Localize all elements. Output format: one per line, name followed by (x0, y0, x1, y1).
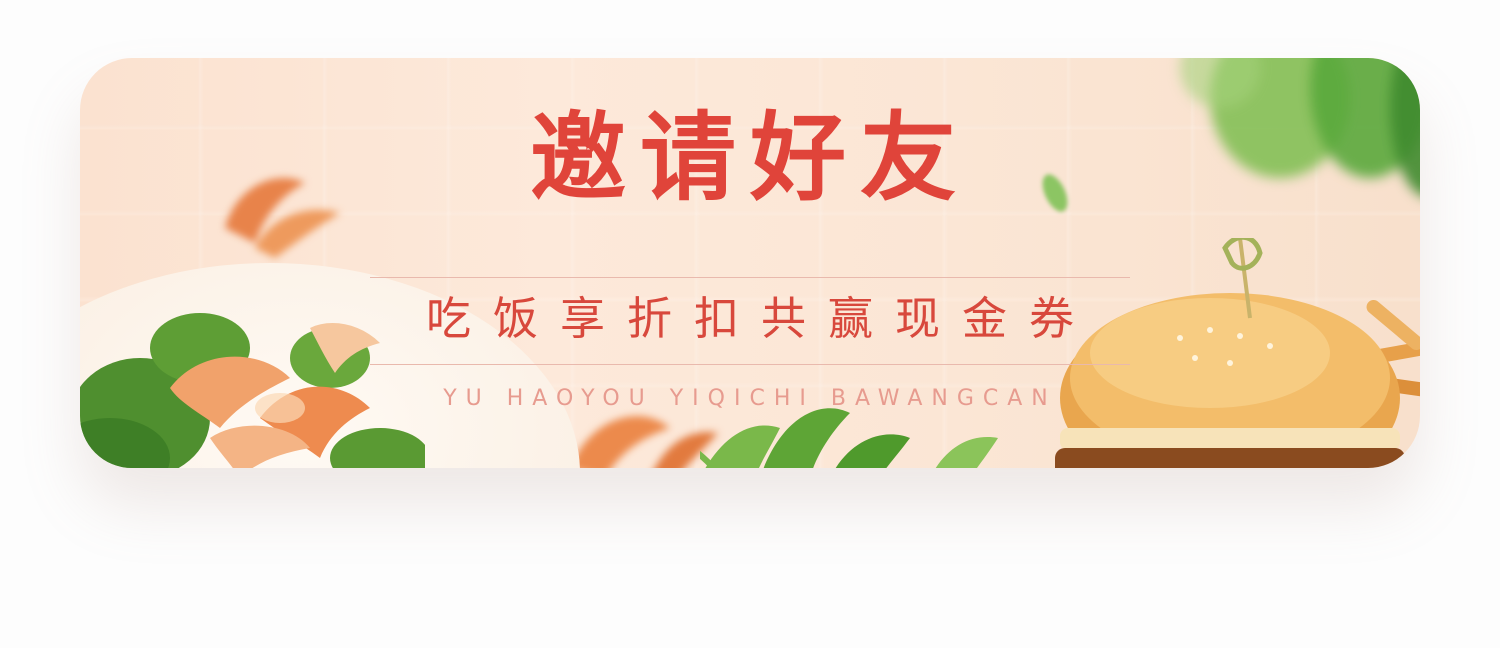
banner-pinyin: YU HAOYOU YIQICHI BAWANGCAN (443, 386, 1057, 411)
banner-subtitle: 吃饭享折扣共赢现金券 (425, 292, 1096, 345)
blurred-shrimp-bottom-image (570, 416, 718, 468)
divider-bottom (370, 364, 1130, 365)
salad-leaves-image (700, 408, 998, 468)
burger-image (1055, 238, 1420, 468)
shrimp-salad-image (80, 313, 425, 468)
blurred-shrimp-image (225, 178, 340, 258)
banner-title: 邀请好友 (530, 102, 970, 214)
blurred-greens-image (1180, 58, 1420, 196)
floating-leaf-image (1042, 174, 1068, 212)
divider-top (370, 277, 1130, 278)
invite-friends-banner[interactable]: 邀请好友 吃饭享折扣共赢现金券 YU HAOYOU YIQICHI BAWANG… (80, 58, 1420, 468)
